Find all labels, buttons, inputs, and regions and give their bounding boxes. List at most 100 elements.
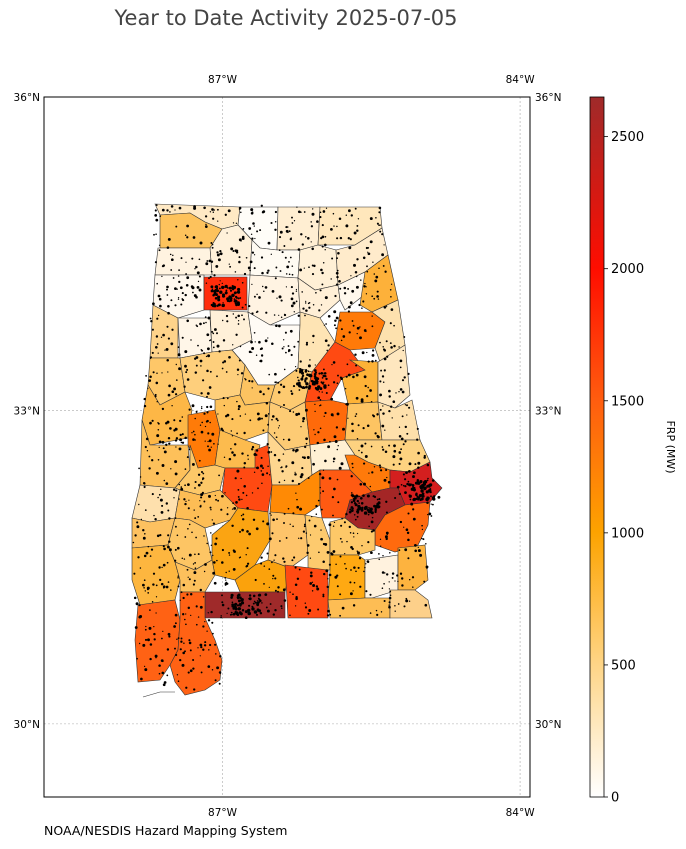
fire-point bbox=[379, 538, 382, 540]
fire-point bbox=[200, 493, 204, 497]
fire-point bbox=[237, 323, 240, 325]
fire-point bbox=[261, 417, 263, 420]
fire-point bbox=[237, 279, 239, 281]
fire-point bbox=[205, 355, 208, 358]
fire-point bbox=[305, 385, 308, 389]
fire-point bbox=[180, 486, 183, 488]
fire-point bbox=[385, 305, 388, 307]
fire-point bbox=[344, 387, 347, 390]
fire-point bbox=[295, 450, 297, 453]
fire-point bbox=[192, 658, 195, 662]
fire-point bbox=[293, 220, 296, 222]
map-title: Year to Date Activity 2025-07-05 bbox=[114, 6, 458, 30]
fire-point bbox=[225, 571, 227, 574]
fire-point bbox=[277, 391, 281, 394]
fire-point bbox=[398, 549, 401, 551]
fire-point bbox=[179, 648, 182, 651]
fire-point bbox=[358, 449, 360, 452]
fire-point bbox=[382, 555, 384, 557]
fire-point bbox=[335, 563, 337, 566]
fire-point bbox=[367, 251, 369, 253]
fire-point bbox=[324, 339, 328, 343]
fire-point bbox=[157, 458, 160, 461]
fire-point bbox=[195, 623, 198, 626]
fire-point bbox=[167, 237, 171, 241]
fire-point bbox=[149, 421, 152, 425]
fire-point bbox=[232, 567, 236, 571]
fire-point bbox=[412, 485, 415, 488]
fire-point bbox=[389, 322, 392, 325]
fire-point bbox=[419, 553, 423, 557]
fire-point bbox=[280, 299, 283, 302]
fire-point bbox=[175, 225, 178, 228]
fire-point bbox=[211, 668, 214, 671]
fire-point bbox=[392, 400, 396, 404]
fire-point bbox=[280, 466, 283, 468]
fire-point bbox=[317, 385, 321, 389]
fire-point bbox=[355, 570, 357, 573]
fire-point bbox=[267, 241, 271, 245]
fire-point bbox=[220, 615, 222, 617]
fire-point bbox=[235, 316, 238, 319]
fire-point bbox=[181, 433, 184, 436]
fire-point bbox=[363, 482, 366, 486]
fire-point bbox=[146, 450, 149, 452]
fire-point bbox=[272, 577, 274, 580]
fire-point bbox=[373, 297, 376, 300]
fire-point bbox=[330, 397, 334, 401]
fire-point bbox=[254, 601, 257, 604]
fire-point bbox=[188, 641, 192, 645]
fire-point bbox=[160, 336, 163, 338]
fire-point bbox=[198, 459, 201, 462]
county bbox=[169, 591, 223, 696]
fire-point bbox=[353, 502, 357, 505]
fire-point bbox=[398, 426, 401, 428]
fire-point bbox=[238, 611, 242, 615]
fire-point bbox=[172, 277, 175, 279]
fire-point bbox=[218, 283, 220, 286]
fire-point bbox=[224, 291, 228, 295]
fire-point bbox=[304, 314, 306, 317]
fire-point bbox=[299, 268, 303, 272]
county bbox=[344, 401, 383, 441]
fire-point bbox=[285, 226, 288, 229]
fire-point bbox=[174, 472, 178, 476]
fire-point bbox=[237, 488, 240, 491]
fire-point bbox=[198, 258, 201, 261]
fire-point bbox=[389, 552, 391, 554]
fire-point bbox=[350, 509, 354, 512]
fire-point bbox=[263, 290, 265, 293]
fire-point bbox=[167, 632, 171, 636]
fire-point bbox=[297, 314, 301, 318]
fire-point bbox=[264, 593, 268, 596]
fire-point bbox=[215, 653, 217, 655]
fire-point bbox=[323, 324, 326, 326]
fire-point bbox=[353, 231, 357, 235]
fire-point bbox=[188, 578, 191, 581]
fire-point bbox=[360, 398, 364, 401]
fire-point bbox=[378, 267, 380, 270]
fire-point bbox=[268, 586, 270, 589]
fire-point bbox=[289, 523, 291, 525]
fire-point bbox=[243, 431, 246, 435]
fire-point bbox=[370, 520, 374, 524]
fire-point bbox=[207, 316, 211, 320]
fire-point bbox=[411, 576, 415, 579]
fire-point bbox=[356, 332, 358, 335]
fire-point bbox=[323, 385, 327, 389]
fire-point bbox=[298, 389, 301, 391]
fire-point bbox=[418, 493, 423, 498]
fire-point bbox=[220, 616, 222, 619]
fire-point bbox=[148, 626, 152, 630]
fire-point bbox=[195, 410, 198, 413]
fire-point bbox=[185, 284, 189, 287]
fire-point bbox=[336, 478, 339, 481]
fire-point bbox=[255, 527, 259, 531]
fire-point bbox=[189, 669, 193, 673]
fire-point bbox=[337, 374, 339, 377]
fire-point bbox=[206, 333, 210, 337]
fire-point bbox=[404, 478, 407, 481]
fire-point bbox=[267, 465, 269, 467]
fire-point bbox=[256, 230, 259, 233]
fire-point bbox=[173, 497, 175, 499]
